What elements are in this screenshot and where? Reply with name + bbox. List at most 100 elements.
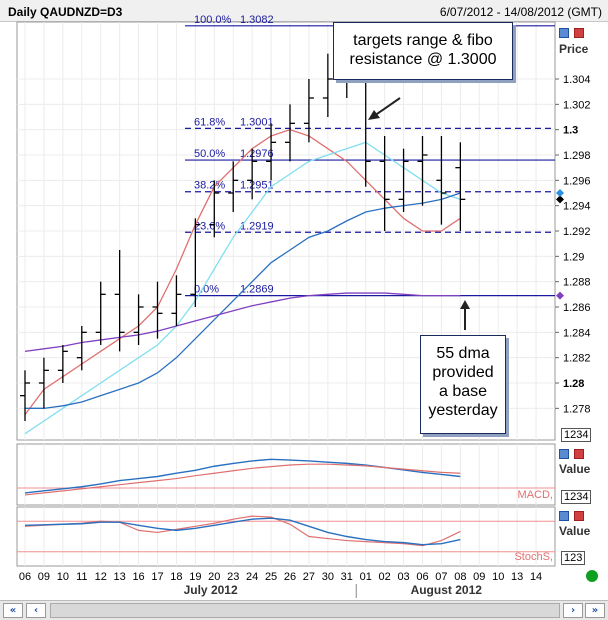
price-tick-label: 1.288 bbox=[563, 277, 591, 289]
x-tick-label: 19 bbox=[189, 571, 201, 583]
x-tick-label: 16 bbox=[132, 571, 144, 583]
dma-callout: 55 dma provided a base yesterday bbox=[420, 335, 506, 434]
ma-mid-line bbox=[24, 141, 461, 435]
price-tick-label: 1.294 bbox=[563, 201, 591, 213]
panel-close-icon[interactable] bbox=[574, 28, 584, 38]
targets-line-1: targets range & fibo bbox=[353, 32, 493, 49]
price-tick-label: 1.278 bbox=[563, 403, 591, 415]
month-label: July 2012 bbox=[184, 583, 238, 597]
fib-value-label: 1.3082 bbox=[240, 14, 274, 26]
x-tick-label: 12 bbox=[95, 571, 107, 583]
x-tick-label: 09 bbox=[473, 571, 485, 583]
x-tick-label: 06 bbox=[19, 571, 31, 583]
ohlc-bar bbox=[152, 281, 163, 339]
ohlc-bar bbox=[247, 148, 258, 200]
ohlc-bar bbox=[266, 123, 277, 181]
price-axis-title: Price bbox=[559, 42, 589, 56]
ohlc-bar bbox=[436, 136, 447, 225]
stoch-plot-area bbox=[16, 506, 556, 567]
arrow-head-icon bbox=[460, 300, 470, 309]
ohlc-bar bbox=[285, 104, 295, 162]
x-tick-label: 20 bbox=[208, 571, 220, 583]
ohlc-bar bbox=[133, 294, 144, 345]
price-zoom-box[interactable]: 1234 bbox=[561, 428, 592, 442]
x-tick-label: 30 bbox=[322, 571, 334, 583]
ohlc-bar bbox=[209, 180, 220, 238]
stoch-label: StochS, bbox=[514, 551, 553, 563]
price-panel: 1.304 1.302 1.3 1.298 1.296 1.294 1.292 1.29 1.2… bbox=[16, 14, 591, 441]
fib-value-label: 1.3001 bbox=[240, 116, 274, 128]
x-tick-label: 10 bbox=[492, 571, 504, 583]
macd-settings-icon[interactable] bbox=[559, 449, 569, 459]
price-tick-label: 1.29 bbox=[563, 251, 584, 263]
chart-header: Daily QAUDNZD=D3 6/07/2012 - 14/08/2012 … bbox=[0, 0, 608, 22]
macd-signal-line bbox=[24, 463, 461, 496]
fib-value-label: 1.2919 bbox=[240, 220, 274, 232]
macd-plot-area bbox=[16, 443, 556, 506]
fib-pct-label: 38.2% bbox=[194, 180, 225, 192]
price-tick-label: 1.304 bbox=[563, 74, 591, 86]
price-tick-label: 1.3 bbox=[563, 125, 578, 137]
scroll-track[interactable] bbox=[50, 603, 560, 618]
date-range: 6/07/2012 - 14/08/2012 (GMT) bbox=[439, 5, 602, 19]
panel-settings-icon[interactable] bbox=[559, 28, 569, 38]
x-axis: 06 09 10 11 12 13 16 17 18 19 20 23 24 25 26 27 30 31 01 02… bbox=[19, 571, 542, 598]
dma-line-3: a base bbox=[438, 383, 488, 400]
price-marker-icon bbox=[556, 291, 564, 300]
dma-line-4: yesterday bbox=[428, 402, 498, 419]
stoch-d-line bbox=[24, 517, 461, 546]
ohlc-bar bbox=[398, 148, 409, 212]
ohlc-bar bbox=[95, 281, 106, 345]
fib-pct-label: 61.8% bbox=[194, 116, 225, 128]
price-tick-label: 1.292 bbox=[563, 226, 591, 238]
x-tick-label: 27 bbox=[303, 571, 315, 583]
ohlc-bar bbox=[228, 161, 239, 212]
scroll-first-icon[interactable]: « bbox=[3, 603, 23, 618]
ohlc-bar bbox=[455, 142, 466, 231]
ohlc-bar bbox=[417, 136, 428, 206]
scroll-last-icon[interactable]: » bbox=[585, 603, 605, 618]
targets-line-2: resistance @ 1.3000 bbox=[349, 51, 497, 68]
x-tick-label: 14 bbox=[530, 571, 542, 583]
x-tick-label: 25 bbox=[265, 571, 277, 583]
price-tick-label: 1.28 bbox=[563, 378, 584, 390]
macd-close-icon[interactable] bbox=[574, 449, 584, 459]
ma-55-line bbox=[24, 292, 461, 352]
price-tick-label: 1.302 bbox=[563, 99, 591, 111]
ohlc-bar bbox=[114, 250, 125, 352]
x-tick-label: 02 bbox=[379, 571, 391, 583]
fib-pct-label: 23.6% bbox=[194, 220, 225, 232]
ohlc-bar bbox=[303, 79, 314, 143]
chart-title: Daily QAUDNZD=D3 bbox=[8, 5, 123, 19]
arrow-head-icon bbox=[368, 110, 380, 120]
x-tick-label: 03 bbox=[397, 571, 409, 583]
stoch-settings-icon[interactable] bbox=[559, 511, 569, 521]
x-tick-label: 13 bbox=[114, 571, 126, 583]
x-tick-label: 06 bbox=[416, 571, 428, 583]
stoch-box[interactable]: 123 bbox=[561, 551, 586, 565]
x-tick-label: 26 bbox=[284, 571, 296, 583]
x-tick-label: 08 bbox=[454, 571, 466, 583]
fib-pct-label: 100.0% bbox=[194, 14, 232, 26]
ohlc-bar bbox=[20, 370, 30, 421]
arrow-to-fibo-icon bbox=[373, 97, 401, 117]
scroll-forward-icon[interactable]: › bbox=[563, 603, 583, 618]
fib-value-label: 1.2976 bbox=[240, 148, 274, 160]
ohlc-bar bbox=[379, 136, 390, 231]
fib-pct-label: 50.0% bbox=[194, 148, 225, 160]
chart-scrollbar[interactable]: « ‹ › » bbox=[0, 600, 608, 620]
x-tick-label: 10 bbox=[57, 571, 69, 583]
stoch-close-icon[interactable] bbox=[574, 511, 584, 521]
fib-value-label: 1.2869 bbox=[240, 284, 274, 296]
fib-pct-label: 0.0% bbox=[194, 284, 219, 296]
stoch-axis-title: Value bbox=[559, 524, 591, 538]
scroll-back-icon[interactable]: ‹ bbox=[26, 603, 46, 618]
fib-value-label: 1.2951 bbox=[240, 180, 274, 192]
ohlc-bar bbox=[76, 326, 87, 371]
x-tick-label: 11 bbox=[76, 571, 87, 583]
status-indicator-icon bbox=[586, 570, 598, 582]
macd-axis-title: Value bbox=[559, 462, 591, 476]
price-marker-icon bbox=[556, 195, 564, 204]
macd-box[interactable]: 1234 bbox=[561, 490, 592, 504]
